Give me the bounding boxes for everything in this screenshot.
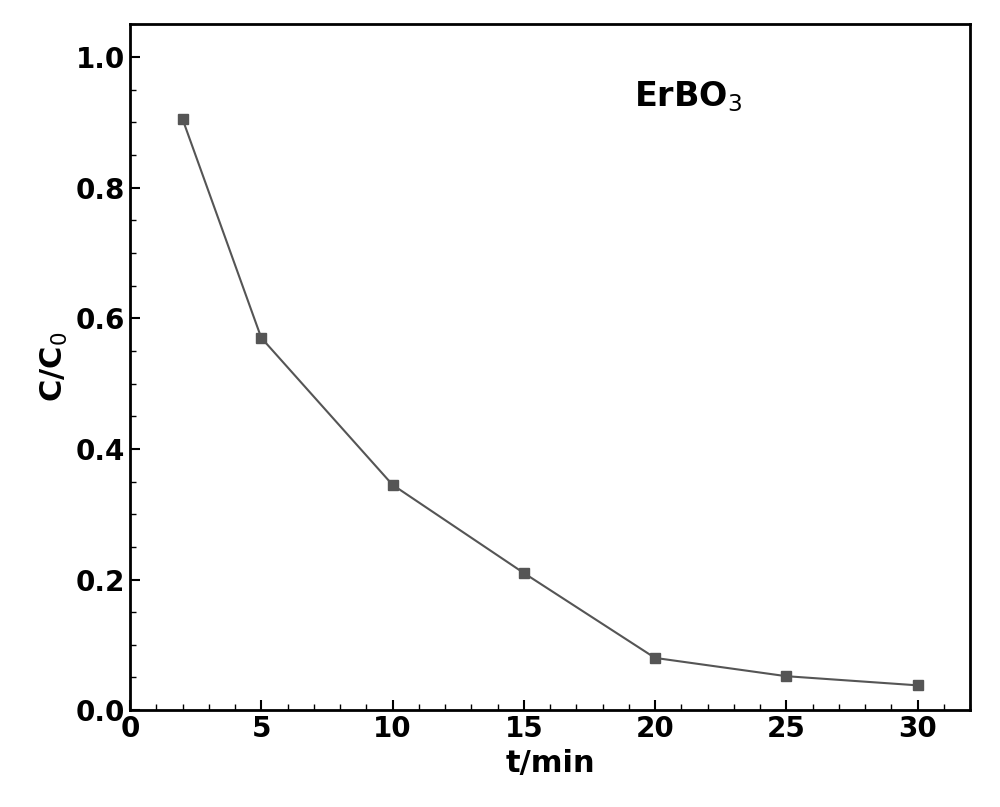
Y-axis label: C/C$_0$: C/C$_0$ [39,332,70,403]
Text: ErBO$_3$: ErBO$_3$ [634,79,742,114]
X-axis label: t/min: t/min [505,749,595,778]
